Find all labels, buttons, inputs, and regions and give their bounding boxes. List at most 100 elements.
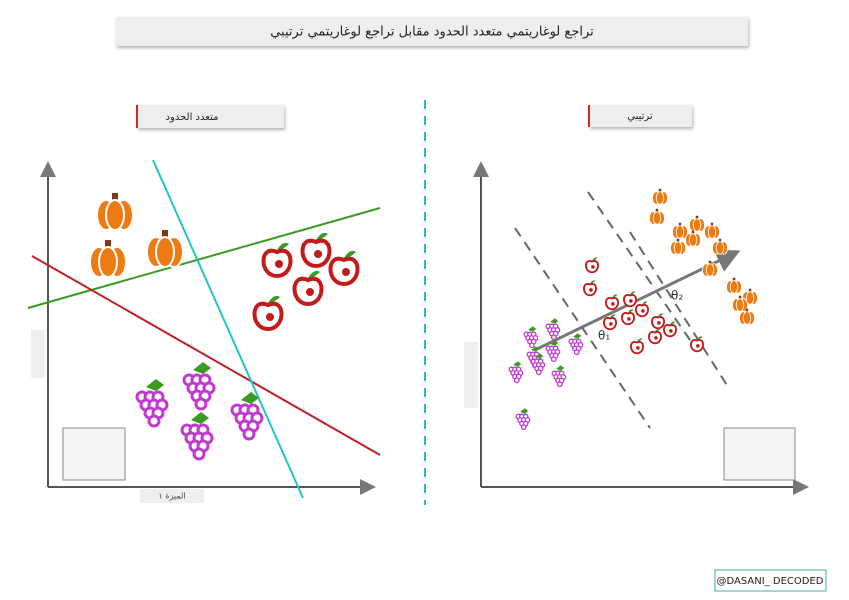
stem <box>655 208 659 213</box>
leaf <box>642 301 648 305</box>
stem <box>658 188 662 193</box>
berry <box>513 377 520 384</box>
stem <box>718 238 722 243</box>
spot <box>306 288 314 296</box>
berry <box>192 447 206 461</box>
stem <box>105 240 111 248</box>
stem <box>738 295 742 300</box>
title-box <box>116 17 748 46</box>
grape <box>180 412 214 461</box>
leaf <box>146 379 164 391</box>
spot <box>636 346 640 350</box>
leaf <box>556 365 565 371</box>
apple <box>690 336 704 353</box>
leaf <box>277 242 289 250</box>
leaf <box>590 280 596 284</box>
lobe <box>105 199 125 231</box>
leaf <box>550 340 559 346</box>
stem <box>695 215 699 220</box>
pumpkin <box>712 238 728 255</box>
pumpkin <box>685 230 701 247</box>
lobe <box>692 218 702 232</box>
lobe <box>735 298 745 312</box>
leaf <box>535 353 544 359</box>
stem <box>676 238 680 243</box>
theta-label: θ₁ <box>598 329 610 343</box>
title: تراجع لوغاريتمي متعدد الحدود مقابل تراجع… <box>270 25 594 40</box>
pumpkin <box>732 295 748 312</box>
apple <box>300 232 332 269</box>
grape <box>545 340 561 363</box>
stem <box>745 308 749 313</box>
apple <box>623 291 637 308</box>
boundary <box>27 207 381 309</box>
berry <box>194 397 208 411</box>
grape <box>545 318 561 341</box>
lobe <box>675 225 685 239</box>
apple <box>585 257 599 274</box>
leaf <box>637 338 643 342</box>
berry <box>528 342 535 349</box>
lobe <box>705 263 715 277</box>
theta-label: θ₂ <box>671 289 683 303</box>
lobe <box>745 291 755 305</box>
leaf <box>513 361 522 367</box>
grape <box>182 362 216 411</box>
lobe <box>652 211 662 225</box>
axis-label-box <box>31 330 45 378</box>
spot <box>611 302 615 306</box>
lobe <box>729 280 739 294</box>
leaf <box>658 313 664 317</box>
spot <box>314 250 322 258</box>
spot <box>609 322 613 326</box>
berry <box>147 414 161 428</box>
pumpkin <box>689 215 705 232</box>
x-axis-label: الميزة ١ <box>158 492 185 501</box>
berry <box>535 369 542 376</box>
pumpkin <box>704 222 720 239</box>
leaf <box>193 362 211 374</box>
leaf <box>344 250 356 258</box>
lobe <box>655 191 665 205</box>
leaf <box>630 291 636 295</box>
grape <box>515 408 531 431</box>
boundary <box>31 255 381 456</box>
apple <box>621 309 635 326</box>
axis-label-box <box>464 342 478 408</box>
pumpkin <box>652 188 668 205</box>
leaf <box>573 333 582 339</box>
apple <box>648 328 662 345</box>
leaf <box>550 318 559 324</box>
pumpkin <box>702 260 718 277</box>
berry <box>520 424 527 431</box>
pumpkin <box>649 208 665 225</box>
apple <box>292 270 324 307</box>
apple <box>252 295 284 332</box>
leaf <box>528 326 537 332</box>
stem <box>678 222 682 227</box>
leaf <box>670 321 676 325</box>
spot <box>629 299 633 303</box>
apple <box>583 280 597 297</box>
axis-label-box <box>140 489 204 503</box>
pumpkin <box>726 277 742 294</box>
grape <box>230 392 264 441</box>
label-box <box>589 105 692 127</box>
stem <box>710 222 714 227</box>
spot <box>275 260 283 268</box>
spot <box>591 265 595 269</box>
apple <box>663 321 677 338</box>
stem <box>162 230 168 238</box>
apple <box>261 242 293 279</box>
leaf <box>628 309 634 313</box>
leaf <box>592 257 598 261</box>
legend <box>723 427 796 481</box>
leaf <box>268 295 280 303</box>
lobe <box>707 225 717 239</box>
berry <box>550 356 557 363</box>
leaf <box>697 336 703 340</box>
leaf <box>655 328 661 332</box>
apple <box>651 313 665 330</box>
grape <box>551 365 567 388</box>
